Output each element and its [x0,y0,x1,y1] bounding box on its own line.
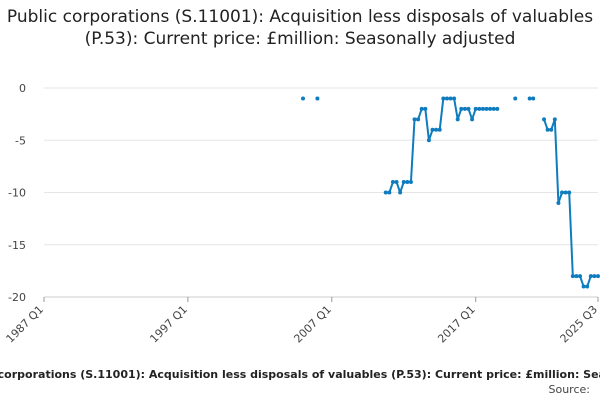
data-point [390,180,395,185]
source-label: Source: [548,383,591,396]
data-point [477,106,482,111]
chart-title: Public corporations (S.11001): Acquisiti… [6,7,594,49]
legend: Public corporations (S.11001): Acquisiti… [0,368,600,384]
data-point [531,96,536,101]
data-point [560,190,565,195]
data-point [444,96,449,101]
data-point [542,117,547,122]
data-point [488,106,493,111]
data-point [592,274,597,279]
series-line-segment [568,191,574,278]
data-point [552,117,557,122]
data-point [401,180,406,185]
data-point [419,106,424,111]
y-tick-label: -10 [8,187,26,200]
data-point [394,180,399,185]
series-line-segment [409,118,416,184]
data-point [462,106,467,111]
data-point [578,274,583,279]
data-point [423,106,428,111]
data-point [491,106,496,111]
data-point [545,127,550,132]
x-tick-label: 2025 Q3 [558,303,600,346]
data-point [480,106,485,111]
data-point [455,117,460,122]
data-point [437,127,442,132]
data-point [441,96,446,101]
data-point [405,180,410,185]
data-point [549,127,554,132]
data-point [570,274,575,279]
x-tick-label: 1997 Q1 [147,303,190,346]
data-point [398,190,403,195]
data-point [596,274,600,279]
data-point [470,117,475,122]
data-point [459,106,464,111]
y-tick-label: -20 [8,291,26,304]
x-tick-label: 2017 Q1 [435,303,478,346]
data-point [452,96,457,101]
data-point [448,96,453,101]
data-point [563,190,568,195]
data-point [466,106,471,111]
data-point [301,96,306,101]
data-point [430,127,435,132]
y-tick-label: -15 [8,239,26,252]
data-point [408,180,413,185]
data-point [387,190,392,195]
data-point [581,284,586,289]
series-line-segment [453,97,459,121]
data-point [473,106,478,111]
data-point [574,274,579,279]
data-point [567,190,572,195]
series-layer [301,96,600,289]
data-point [495,106,500,111]
data-point [383,190,388,195]
data-point [556,200,561,205]
x-tick-label: 2007 Q1 [291,303,334,346]
series-line-segment [424,107,430,142]
data-point [426,138,431,143]
data-point [434,127,439,132]
y-tick-label: -5 [15,134,26,147]
data-point [315,96,320,101]
x-tick-label: 1987 Q1 [4,303,47,346]
data-point [416,117,421,122]
data-point [513,96,518,101]
grid-lines [44,87,598,298]
series-line-segment [553,118,560,204]
y-tick-label: 0 [19,82,26,95]
legend-series-label: Public corporations (S.11001): Acquisiti… [0,368,600,381]
data-point [484,106,489,111]
data-point [412,117,417,122]
data-point [527,96,532,101]
series-line-segment [438,97,445,131]
data-point [585,284,590,289]
data-point [588,274,593,279]
